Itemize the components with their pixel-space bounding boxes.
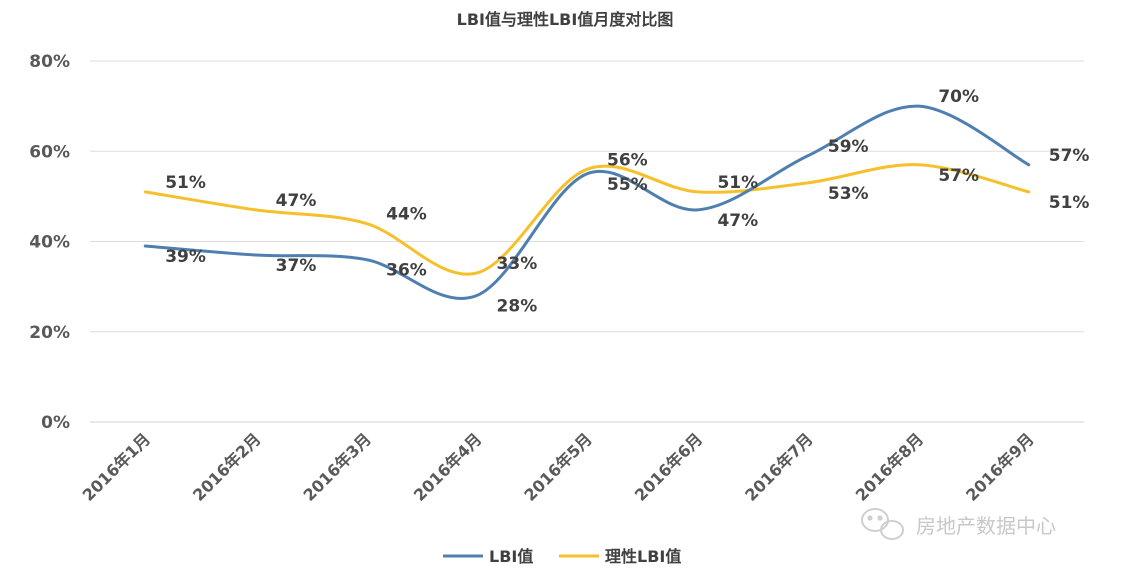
legend-label: 理性LBI值 <box>605 547 681 566</box>
x-tick-label: 2016年2月 <box>189 429 264 504</box>
series-line-rational-lbi <box>143 163 1031 276</box>
legend-label: LBI值 <box>489 547 533 566</box>
data-label: 33% <box>497 254 538 274</box>
data-label: 51% <box>717 173 758 193</box>
data-label: 51% <box>1049 193 1090 213</box>
data-label: 57% <box>938 166 979 186</box>
x-tick-label: 2016年5月 <box>520 429 595 504</box>
legend: LBI值 理性LBI值 <box>443 547 681 566</box>
data-label: 28% <box>497 297 538 317</box>
legend-item: 理性LBI值 <box>559 547 681 566</box>
x-tick-label: 2016年8月 <box>852 429 927 504</box>
x-axis: 2016年1月 2016年2月 2016年3月 2016年4月 2016年5月 2016年… <box>79 429 1038 504</box>
y-axis: 0% 20% 40% 60% 80% <box>29 52 70 433</box>
x-tick-label: 2016年9月 <box>962 429 1037 504</box>
watermark-text: 房地产数据中心 <box>916 514 1056 538</box>
data-labels: 39% 37% 36% 28% 55% 47% 59% 70% 57% 51% 47% 44% 33% 5… <box>165 87 1089 317</box>
x-tick-label: 2016年6月 <box>631 429 706 504</box>
y-tick-label: 60% <box>29 142 70 162</box>
data-label: 44% <box>386 204 427 224</box>
wechat-icon <box>861 508 904 540</box>
y-tick-label: 40% <box>29 233 70 253</box>
data-label: 56% <box>607 150 648 170</box>
data-label: 36% <box>386 261 427 281</box>
data-label: 37% <box>276 256 317 276</box>
x-tick-label: 2016年7月 <box>741 429 816 504</box>
series-line-lbi <box>143 104 1031 300</box>
data-label: 39% <box>165 247 206 267</box>
watermark: 房地产数据中心 <box>861 508 1056 540</box>
data-label: 47% <box>717 211 758 231</box>
x-tick-label: 2016年4月 <box>410 429 485 504</box>
gridlines <box>90 60 1084 423</box>
data-label: 59% <box>828 137 869 157</box>
data-label: 53% <box>828 184 869 204</box>
data-label: 57% <box>1049 146 1090 166</box>
legend-item: LBI值 <box>443 547 533 566</box>
x-tick-label: 2016年1月 <box>79 429 154 504</box>
data-label: 51% <box>165 173 206 193</box>
series-lines <box>143 104 1031 300</box>
y-tick-label: 20% <box>29 323 70 343</box>
chart-title: LBI值与理性LBI值月度对比图 <box>457 10 674 29</box>
x-tick-label: 2016年3月 <box>300 429 375 504</box>
data-label: 47% <box>276 191 317 211</box>
data-label: 55% <box>607 175 648 195</box>
data-label: 70% <box>938 87 979 107</box>
y-tick-label: 80% <box>29 52 70 72</box>
y-tick-label: 0% <box>41 413 70 433</box>
